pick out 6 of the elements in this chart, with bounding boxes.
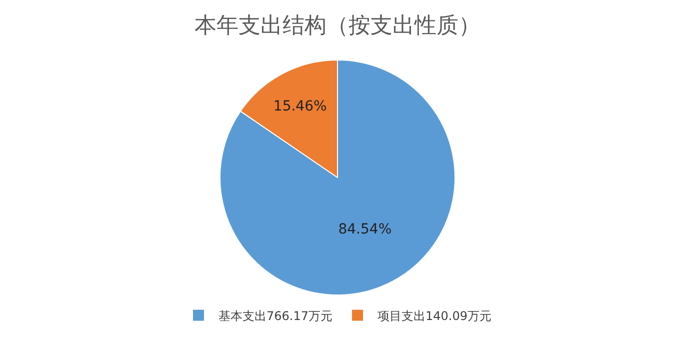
legend-label: 项目支出140.09万元: [378, 308, 492, 323]
legend-label: 基本支出766.17万元: [218, 308, 332, 323]
data-label: 15.46%: [273, 98, 327, 115]
data-label: 84.54%: [338, 221, 392, 238]
chart-title: 本年支出结构（按支出性质）: [194, 13, 480, 38]
pie-slice: [220, 60, 456, 296]
